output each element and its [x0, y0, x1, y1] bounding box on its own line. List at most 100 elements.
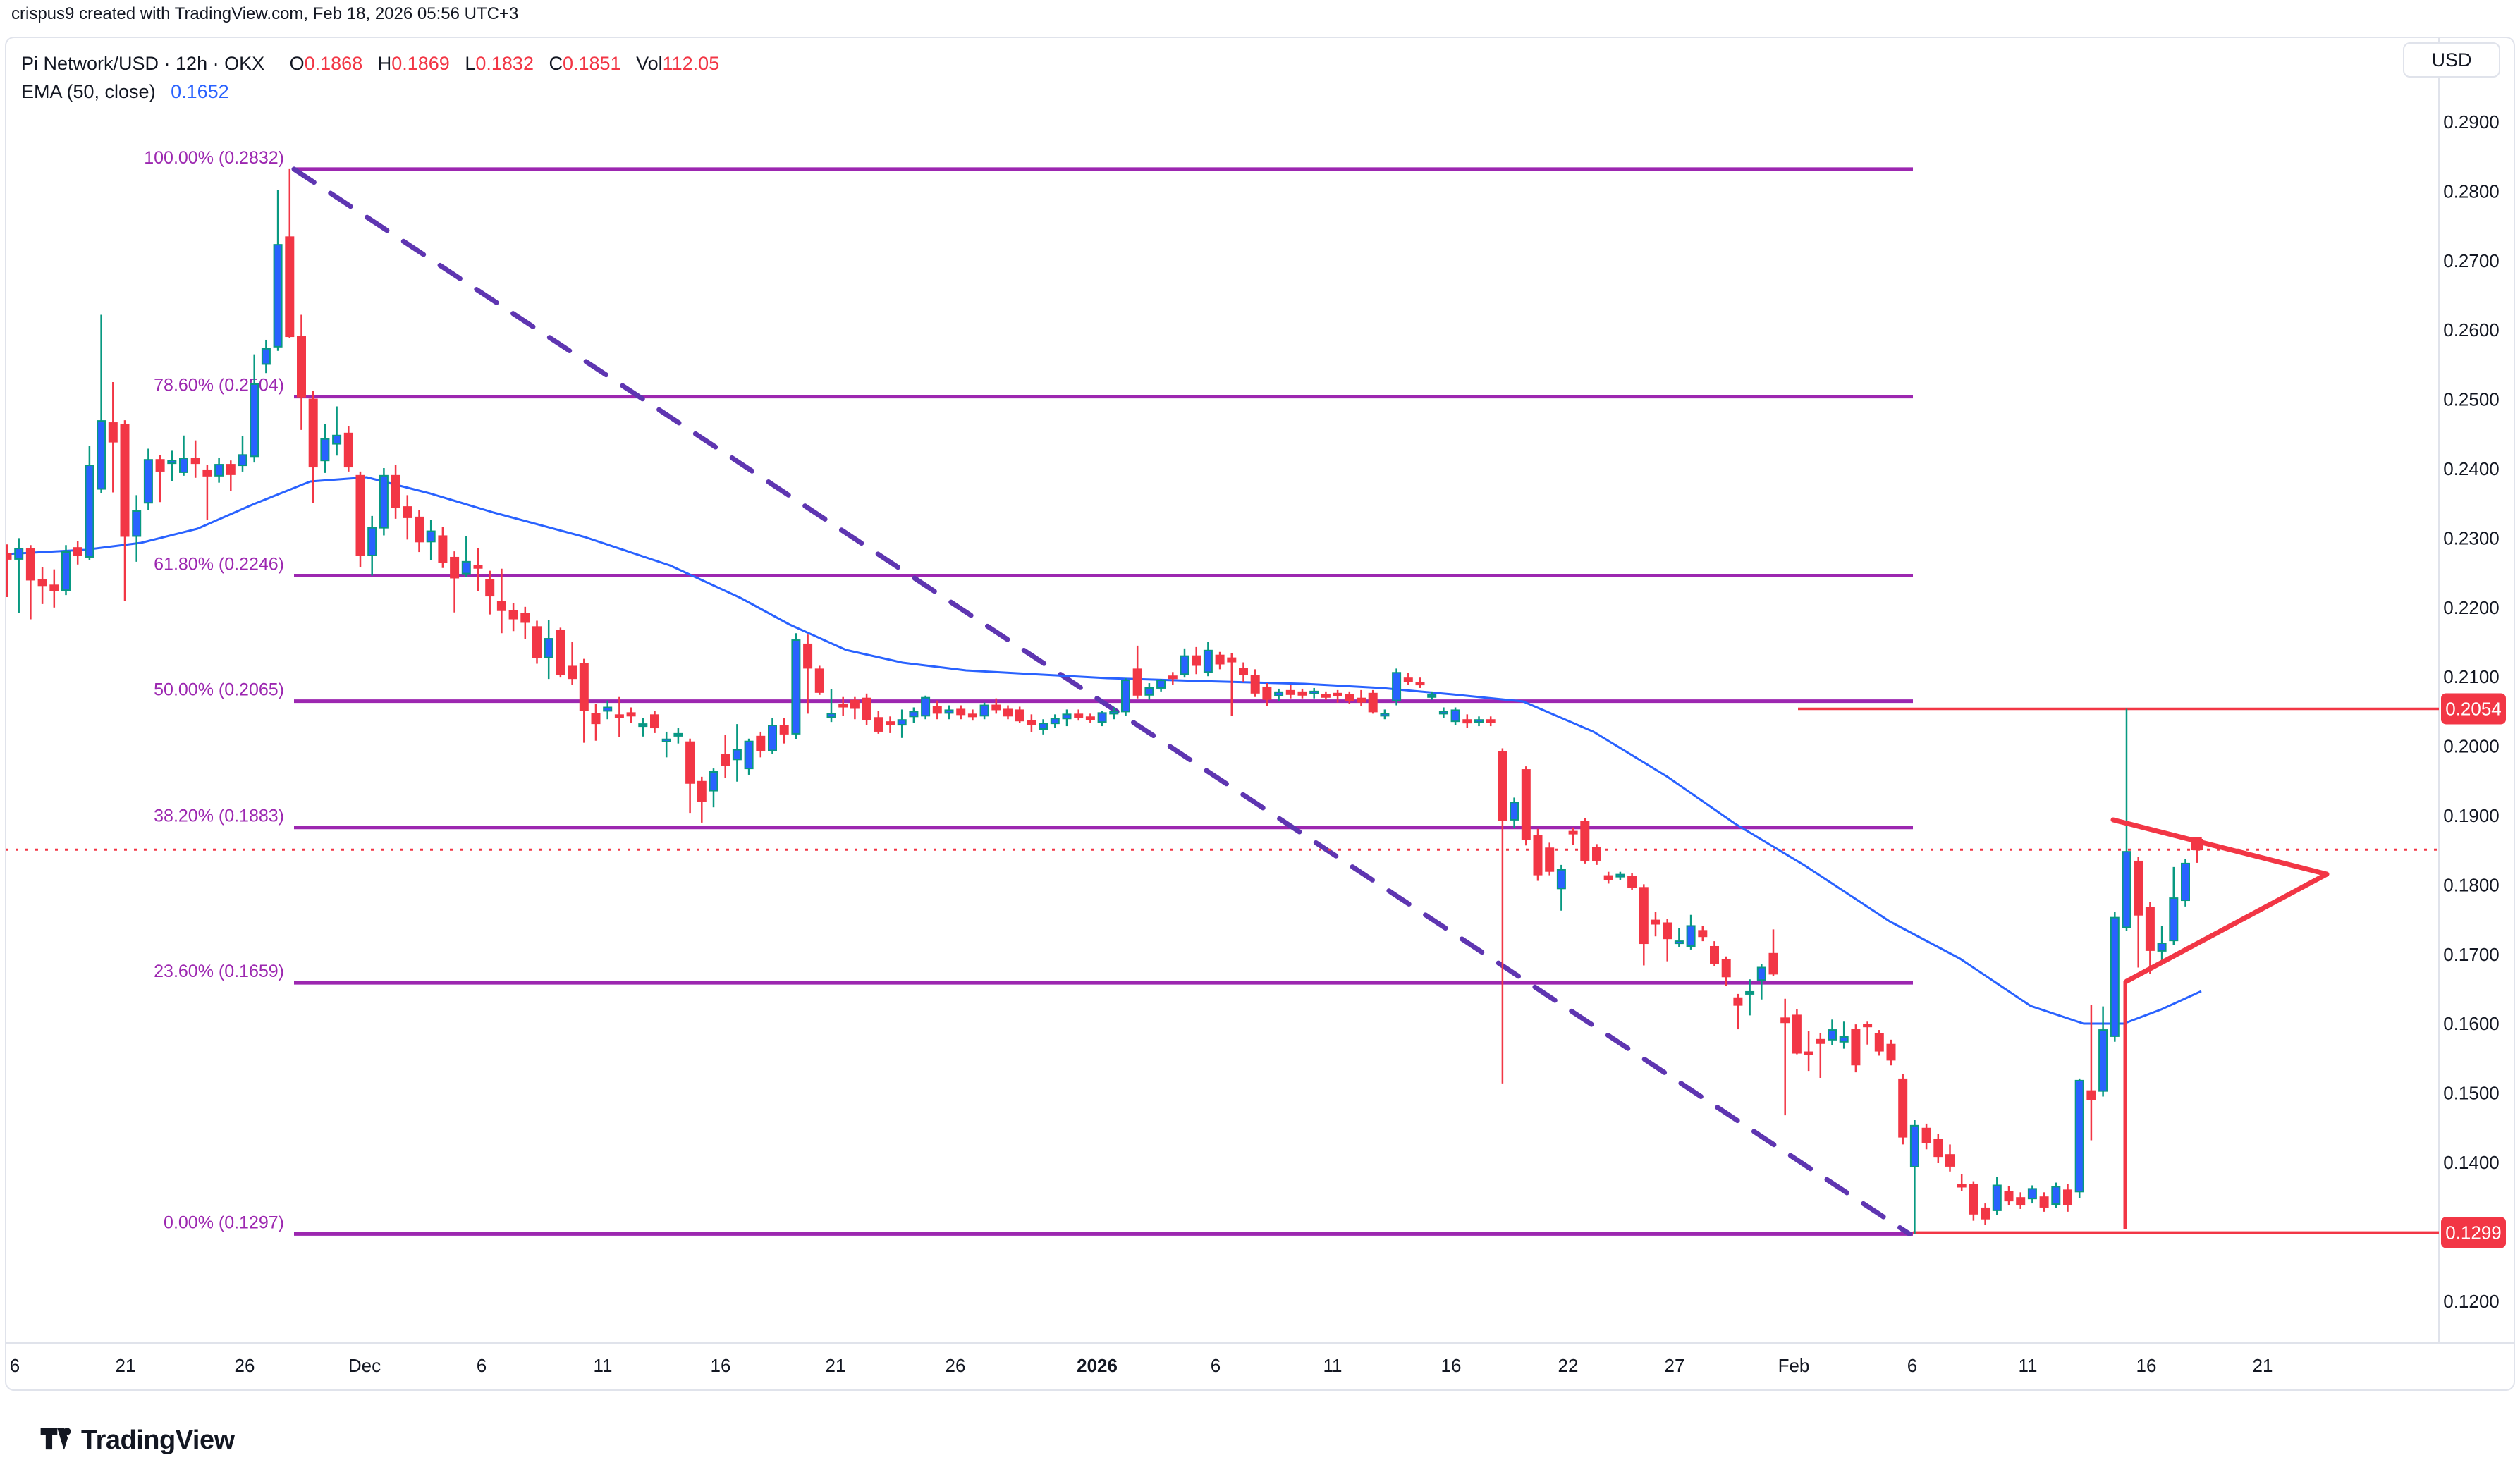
symbol-ohlc-row: Pi Network/USD · 12h · OKX O0.1868 H0.18…: [21, 49, 719, 78]
ema-value: 0.1652: [171, 81, 229, 102]
candle-body-down: [1945, 1154, 1955, 1167]
candle-body-up: [261, 348, 271, 365]
price-tick-label: 0.2500: [2443, 389, 2500, 410]
price-tick-label: 0.1800: [2443, 874, 2500, 895]
time-tick-label: 22: [1558, 1355, 1579, 1376]
candle-body-up: [744, 740, 754, 770]
time-tick-label: 26: [235, 1355, 255, 1376]
plot-area[interactable]: 100.00% (0.2832) 78.60% (0.2504) 61.80% (0…: [4, 148, 2440, 1236]
candle-body-down: [108, 422, 118, 443]
candle-body-up: [2169, 897, 2179, 942]
time-tick-label: 21: [116, 1355, 136, 1376]
candle-body-up: [1756, 966, 1766, 981]
candle-body-down: [1592, 847, 1601, 861]
candle-body-up: [2098, 1029, 2108, 1092]
candle-body-up: [673, 732, 683, 737]
candle-body-down: [697, 780, 707, 802]
candle-body-up: [2181, 862, 2190, 902]
time-tick-label: Feb: [1778, 1355, 1810, 1376]
candle-body-up: [944, 709, 954, 714]
time-tick-label: 11: [594, 1355, 613, 1376]
candle-body-down: [508, 610, 518, 620]
candle-body-down: [579, 663, 589, 711]
price-line-badge-label: 0.1299: [2445, 1222, 2502, 1243]
candle-body-up: [320, 438, 330, 462]
volume-value: 112.05: [662, 53, 720, 74]
candle-body-up: [1309, 690, 1319, 694]
candle-body-down: [1085, 716, 1095, 720]
candle-body-down: [614, 714, 624, 718]
pennant-drawing[interactable]: [2110, 817, 2330, 1229]
candle-body-up: [2122, 851, 2131, 928]
candle-body-down: [1486, 719, 1496, 723]
candle-body-down: [1368, 692, 1378, 713]
candle-body-up: [179, 458, 188, 473]
fib-retracement: 100.00% (0.2832) 78.60% (0.2504) 61.80% (0…: [144, 148, 1913, 1236]
price-tick-label: 0.2300: [2443, 527, 2500, 548]
candle-body-down: [226, 464, 236, 475]
price-axis[interactable]: 0.2900 0.2800 0.2700 0.2600 0.2500 0.2400 0.23…: [2441, 111, 2506, 1312]
candle-body-down: [1627, 876, 1637, 888]
candle-body-down: [1721, 959, 1731, 978]
candle-body-up: [367, 527, 377, 557]
candle-body-down: [1357, 697, 1366, 703]
candle-body-down: [1780, 1017, 1790, 1024]
candle-body-down: [1792, 1014, 1802, 1054]
candle-body-down: [155, 459, 165, 472]
candle-body-down: [591, 713, 601, 725]
fib-level-label: 78.60% (0.2504): [154, 376, 284, 395]
candle-body-down: [721, 754, 730, 766]
candle-body-down: [1403, 677, 1413, 682]
candle-body-down: [2004, 1191, 2014, 1202]
candle-body-up: [1992, 1184, 2002, 1211]
time-tick-label: 11: [1323, 1355, 1342, 1376]
ema-line: [6, 476, 2202, 1025]
candle-body-down: [438, 535, 448, 563]
candle-body-up: [1144, 687, 1154, 696]
candle-body-down: [202, 469, 212, 477]
candle-body-down: [1521, 769, 1531, 840]
candle-body-down: [1239, 668, 1248, 675]
time-tick-label: Dec: [348, 1355, 381, 1376]
candle-body-down: [1580, 821, 1590, 861]
price-tick-label: 0.1500: [2443, 1083, 2500, 1104]
tradingview-logo[interactable]: TradingView: [39, 1423, 235, 1459]
candle-body-down: [532, 626, 542, 658]
candle-body-down: [496, 601, 506, 611]
candle-body-up: [273, 244, 283, 348]
price-tick-label: 0.2600: [2443, 319, 2500, 340]
pennant-anchor-handle[interactable]: [2191, 839, 2203, 850]
candle-body-down: [1733, 997, 1743, 1006]
price-tick-label: 0.1200: [2443, 1291, 2500, 1312]
candle-body-down: [1027, 720, 1036, 725]
fib-level-label: 50.00% (0.2065): [154, 680, 284, 700]
candle-body-down: [779, 725, 789, 735]
candle-body-down: [932, 706, 942, 714]
candle-body-up: [2051, 1186, 2061, 1205]
candle-body-up: [791, 639, 801, 735]
candle-body-down: [308, 398, 318, 468]
trend-line[interactable]: [291, 166, 1912, 1236]
candle-body-up: [1062, 713, 1072, 720]
candle-body-down: [2039, 1196, 2049, 1208]
candle-body-down: [1345, 694, 1354, 701]
candle-body-up: [426, 530, 436, 543]
candle-body-down: [1816, 1038, 1825, 1044]
candle-body-up: [250, 383, 259, 458]
fib-level-label: 100.00% (0.2832): [144, 148, 284, 168]
candle-body-up: [1474, 719, 1484, 723]
candle-body-down: [756, 735, 766, 751]
candle-body-down: [1568, 830, 1578, 835]
chart-legend: Pi Network/USD · 12h · OKX O0.1868 H0.18…: [21, 49, 719, 106]
close-value: 0.1851: [562, 53, 621, 74]
time-tick-label: 6: [1211, 1355, 1221, 1376]
candle-body-up: [1097, 712, 1107, 723]
price-tick-label: 0.1900: [2443, 805, 2500, 826]
time-axis[interactable]: 6 21 26 Dec 6 11 16 21 26 2026 6 11 16 22 27 Feb 6 11 16 21: [10, 1355, 2273, 1376]
candle-body-down: [297, 336, 306, 398]
candle-body-down: [6, 553, 12, 560]
candle-body-up: [1203, 649, 1213, 673]
currency-usd-button[interactable]: USD: [2403, 42, 2500, 78]
